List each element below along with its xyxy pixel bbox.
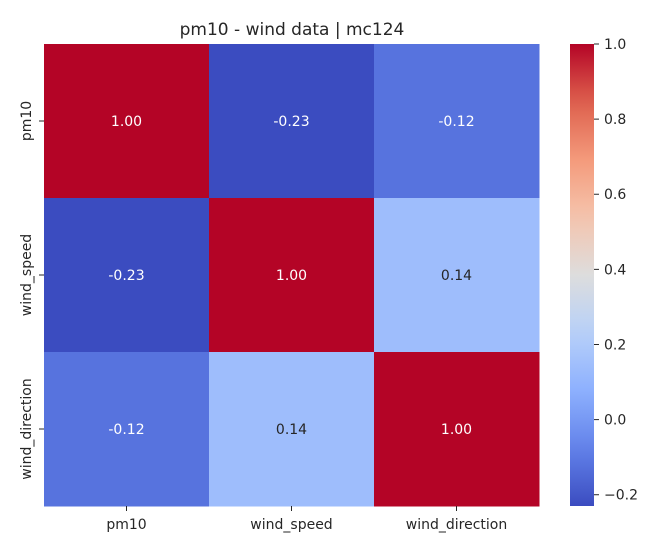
colorbar-tick-label: −0.2 bbox=[604, 488, 638, 504]
heatmap-cell bbox=[374, 352, 540, 507]
x-axis: pm10 wind_speed wind_direction bbox=[106, 506, 507, 533]
cell-value-label: 0.14 bbox=[441, 268, 472, 284]
cell-value-label: 1.00 bbox=[276, 268, 307, 284]
y-axis: pm10 wind_speed wind_direction bbox=[19, 101, 44, 480]
cell-value-label: -0.23 bbox=[273, 114, 309, 130]
x-tick-label: wind_direction bbox=[406, 517, 507, 533]
heatmap-cells: 1.00 -0.23 -0.12 -0.23 1.00 0.14 -0.12 0.14 1.00 bbox=[44, 44, 540, 507]
x-tick-label: pm10 bbox=[106, 517, 146, 533]
cell-value-label: 1.00 bbox=[441, 422, 472, 438]
colorbar-gradient bbox=[570, 44, 594, 506]
cell-value-label: 1.00 bbox=[111, 114, 142, 130]
colorbar-tick-label: 0.0 bbox=[604, 413, 626, 429]
heatmap-cell bbox=[44, 44, 210, 199]
heatmap-cell bbox=[374, 198, 540, 353]
colorbar-tick-label: 0.2 bbox=[604, 337, 626, 353]
colorbar-tick-label: 0.6 bbox=[604, 187, 626, 203]
heatmap-cell bbox=[209, 198, 375, 353]
heatmap-cell bbox=[209, 44, 375, 199]
heatmap-cell bbox=[44, 198, 210, 353]
cell-value-label: -0.12 bbox=[438, 114, 474, 130]
heatmap-cell bbox=[209, 352, 375, 507]
colorbar-tick-label: 1.0 bbox=[604, 37, 626, 53]
y-tick-label: pm10 bbox=[19, 101, 35, 141]
cell-value-label: 0.14 bbox=[276, 422, 307, 438]
x-tick-label: wind_speed bbox=[250, 517, 332, 533]
heatmap-cell bbox=[44, 352, 210, 507]
colorbar: −0.2 0.0 0.2 0.4 0.6 0.8 1.0 bbox=[570, 37, 638, 506]
chart-title: pm10 - wind data | mc124 bbox=[180, 20, 405, 40]
y-tick-label: wind_direction bbox=[19, 378, 35, 479]
y-tick-label: wind_speed bbox=[19, 234, 35, 316]
heatmap-cell bbox=[374, 44, 540, 199]
colorbar-tick-label: 0.8 bbox=[604, 112, 626, 128]
cell-value-label: -0.12 bbox=[108, 422, 144, 438]
cell-value-label: -0.23 bbox=[108, 268, 144, 284]
colorbar-tick-label: 0.4 bbox=[604, 262, 626, 278]
